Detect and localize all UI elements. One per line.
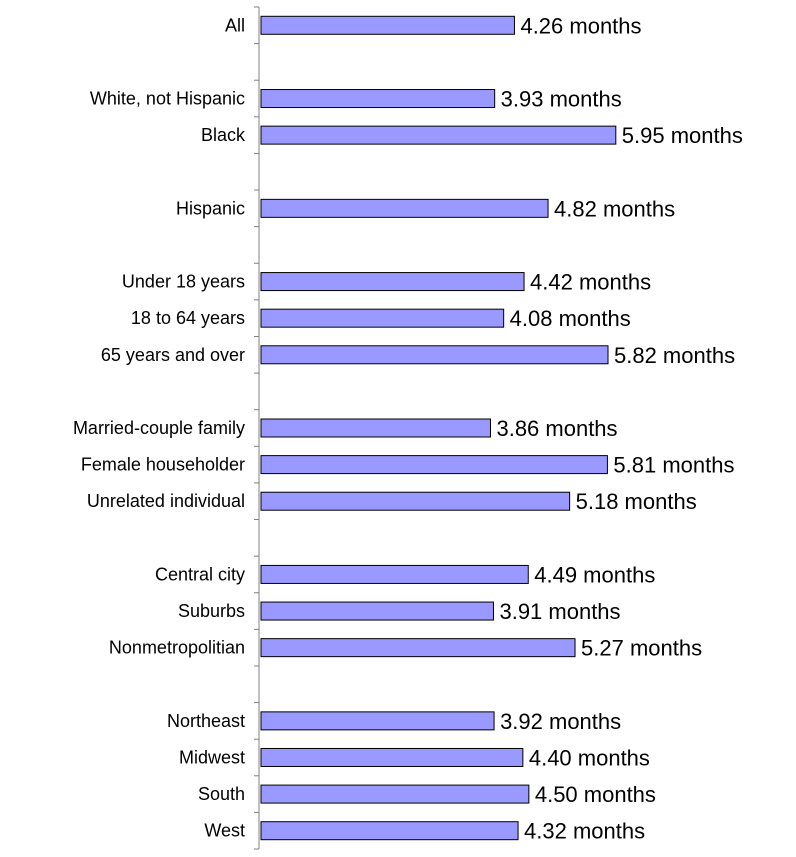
value-label: 3.92 months	[500, 709, 621, 734]
category-label: Under 18 years	[122, 272, 245, 292]
value-label: 4.26 months	[520, 13, 641, 38]
category-label: Female householder	[81, 455, 245, 475]
y-axis-ticks	[254, 6, 259, 850]
bar	[260, 15, 515, 35]
bar	[260, 821, 519, 841]
category-label: Midwest	[179, 747, 245, 767]
bar	[260, 345, 609, 365]
value-label: 4.49 months	[534, 562, 655, 587]
category-label: Central city	[155, 564, 245, 584]
value-label: 4.40 months	[529, 745, 650, 770]
value-label: 4.42 months	[530, 270, 651, 295]
category-label: Unrelated individual	[87, 491, 245, 511]
bar	[260, 308, 505, 328]
value-label: 3.91 months	[499, 599, 620, 624]
value-label: 3.93 months	[501, 87, 622, 112]
category-label: All	[225, 15, 245, 35]
category-labels: All White, not Hispanic Black Hispanic Under…	[73, 15, 246, 840]
bar	[260, 89, 496, 109]
bar	[260, 711, 495, 731]
bar	[260, 784, 530, 804]
value-label: 5.18 months	[576, 489, 697, 514]
bar	[260, 491, 571, 511]
bar	[260, 747, 524, 767]
bar	[260, 198, 549, 218]
category-label: Hispanic	[176, 198, 245, 218]
category-label: Suburbs	[178, 601, 245, 621]
category-label: 65 years and over	[101, 345, 245, 365]
category-label: West	[204, 821, 245, 841]
category-label: 18 to 64 years	[131, 308, 245, 328]
bar	[260, 601, 494, 621]
value-label: 5.81 months	[613, 453, 734, 478]
category-label: Married-couple family	[73, 418, 245, 438]
category-label: White, not Hispanic	[90, 89, 245, 109]
value-label: 4.32 months	[524, 819, 645, 844]
value-label: 5.95 months	[622, 123, 743, 148]
value-label: 3.86 months	[496, 416, 617, 441]
value-label: 4.82 months	[554, 196, 675, 221]
value-label: 4.50 months	[535, 782, 656, 807]
value-label: 4.08 months	[510, 306, 631, 331]
category-label: Black	[201, 125, 246, 145]
bar	[260, 125, 617, 145]
value-label: 5.82 months	[614, 343, 735, 368]
bar	[260, 272, 525, 292]
value-label: 5.27 months	[581, 636, 702, 661]
bar	[260, 418, 491, 438]
category-label: South	[198, 784, 245, 804]
bar	[260, 564, 529, 584]
category-label: Northeast	[167, 711, 245, 731]
bars	[260, 15, 617, 841]
category-label: Nonmetropolitian	[109, 638, 245, 658]
bar	[260, 455, 608, 475]
bar	[260, 638, 576, 658]
